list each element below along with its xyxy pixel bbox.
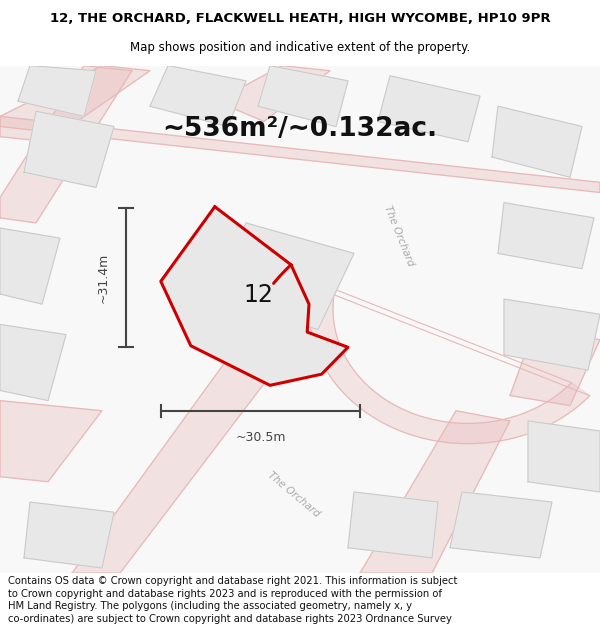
Polygon shape [210, 223, 354, 329]
Polygon shape [150, 66, 246, 126]
Text: Contains OS data © Crown copyright and database right 2021. This information is : Contains OS data © Crown copyright and d… [8, 576, 457, 625]
Text: Map shows position and indicative extent of the property.: Map shows position and indicative extent… [130, 41, 470, 54]
Polygon shape [528, 421, 600, 492]
Polygon shape [348, 492, 438, 558]
Text: The Orchard: The Orchard [266, 470, 322, 519]
Polygon shape [492, 106, 582, 178]
Polygon shape [0, 116, 600, 192]
Polygon shape [161, 207, 348, 386]
Polygon shape [498, 202, 594, 269]
Polygon shape [360, 411, 510, 573]
Text: ~31.4m: ~31.4m [96, 253, 109, 302]
Polygon shape [0, 66, 150, 142]
Polygon shape [309, 286, 590, 444]
Polygon shape [378, 76, 480, 142]
Polygon shape [0, 401, 102, 482]
Text: The Orchard: The Orchard [382, 204, 416, 268]
Polygon shape [0, 324, 66, 401]
Polygon shape [504, 299, 600, 370]
Text: ~536m²/~0.132ac.: ~536m²/~0.132ac. [163, 116, 437, 142]
Polygon shape [216, 66, 330, 121]
Polygon shape [72, 350, 282, 573]
Text: 12: 12 [243, 283, 273, 307]
Polygon shape [18, 66, 96, 116]
Polygon shape [258, 66, 348, 126]
Polygon shape [24, 502, 114, 568]
Polygon shape [450, 492, 552, 558]
Polygon shape [510, 329, 600, 406]
Text: 12, THE ORCHARD, FLACKWELL HEATH, HIGH WYCOMBE, HP10 9PR: 12, THE ORCHARD, FLACKWELL HEATH, HIGH W… [50, 12, 550, 25]
Polygon shape [24, 111, 114, 188]
Polygon shape [0, 228, 60, 304]
Text: ~30.5m: ~30.5m [235, 431, 286, 444]
Polygon shape [0, 66, 132, 223]
